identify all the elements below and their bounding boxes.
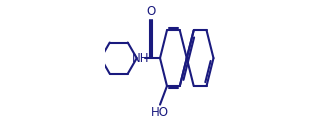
- Text: NH: NH: [132, 52, 149, 65]
- Text: O: O: [146, 5, 155, 18]
- Text: HO: HO: [150, 106, 168, 119]
